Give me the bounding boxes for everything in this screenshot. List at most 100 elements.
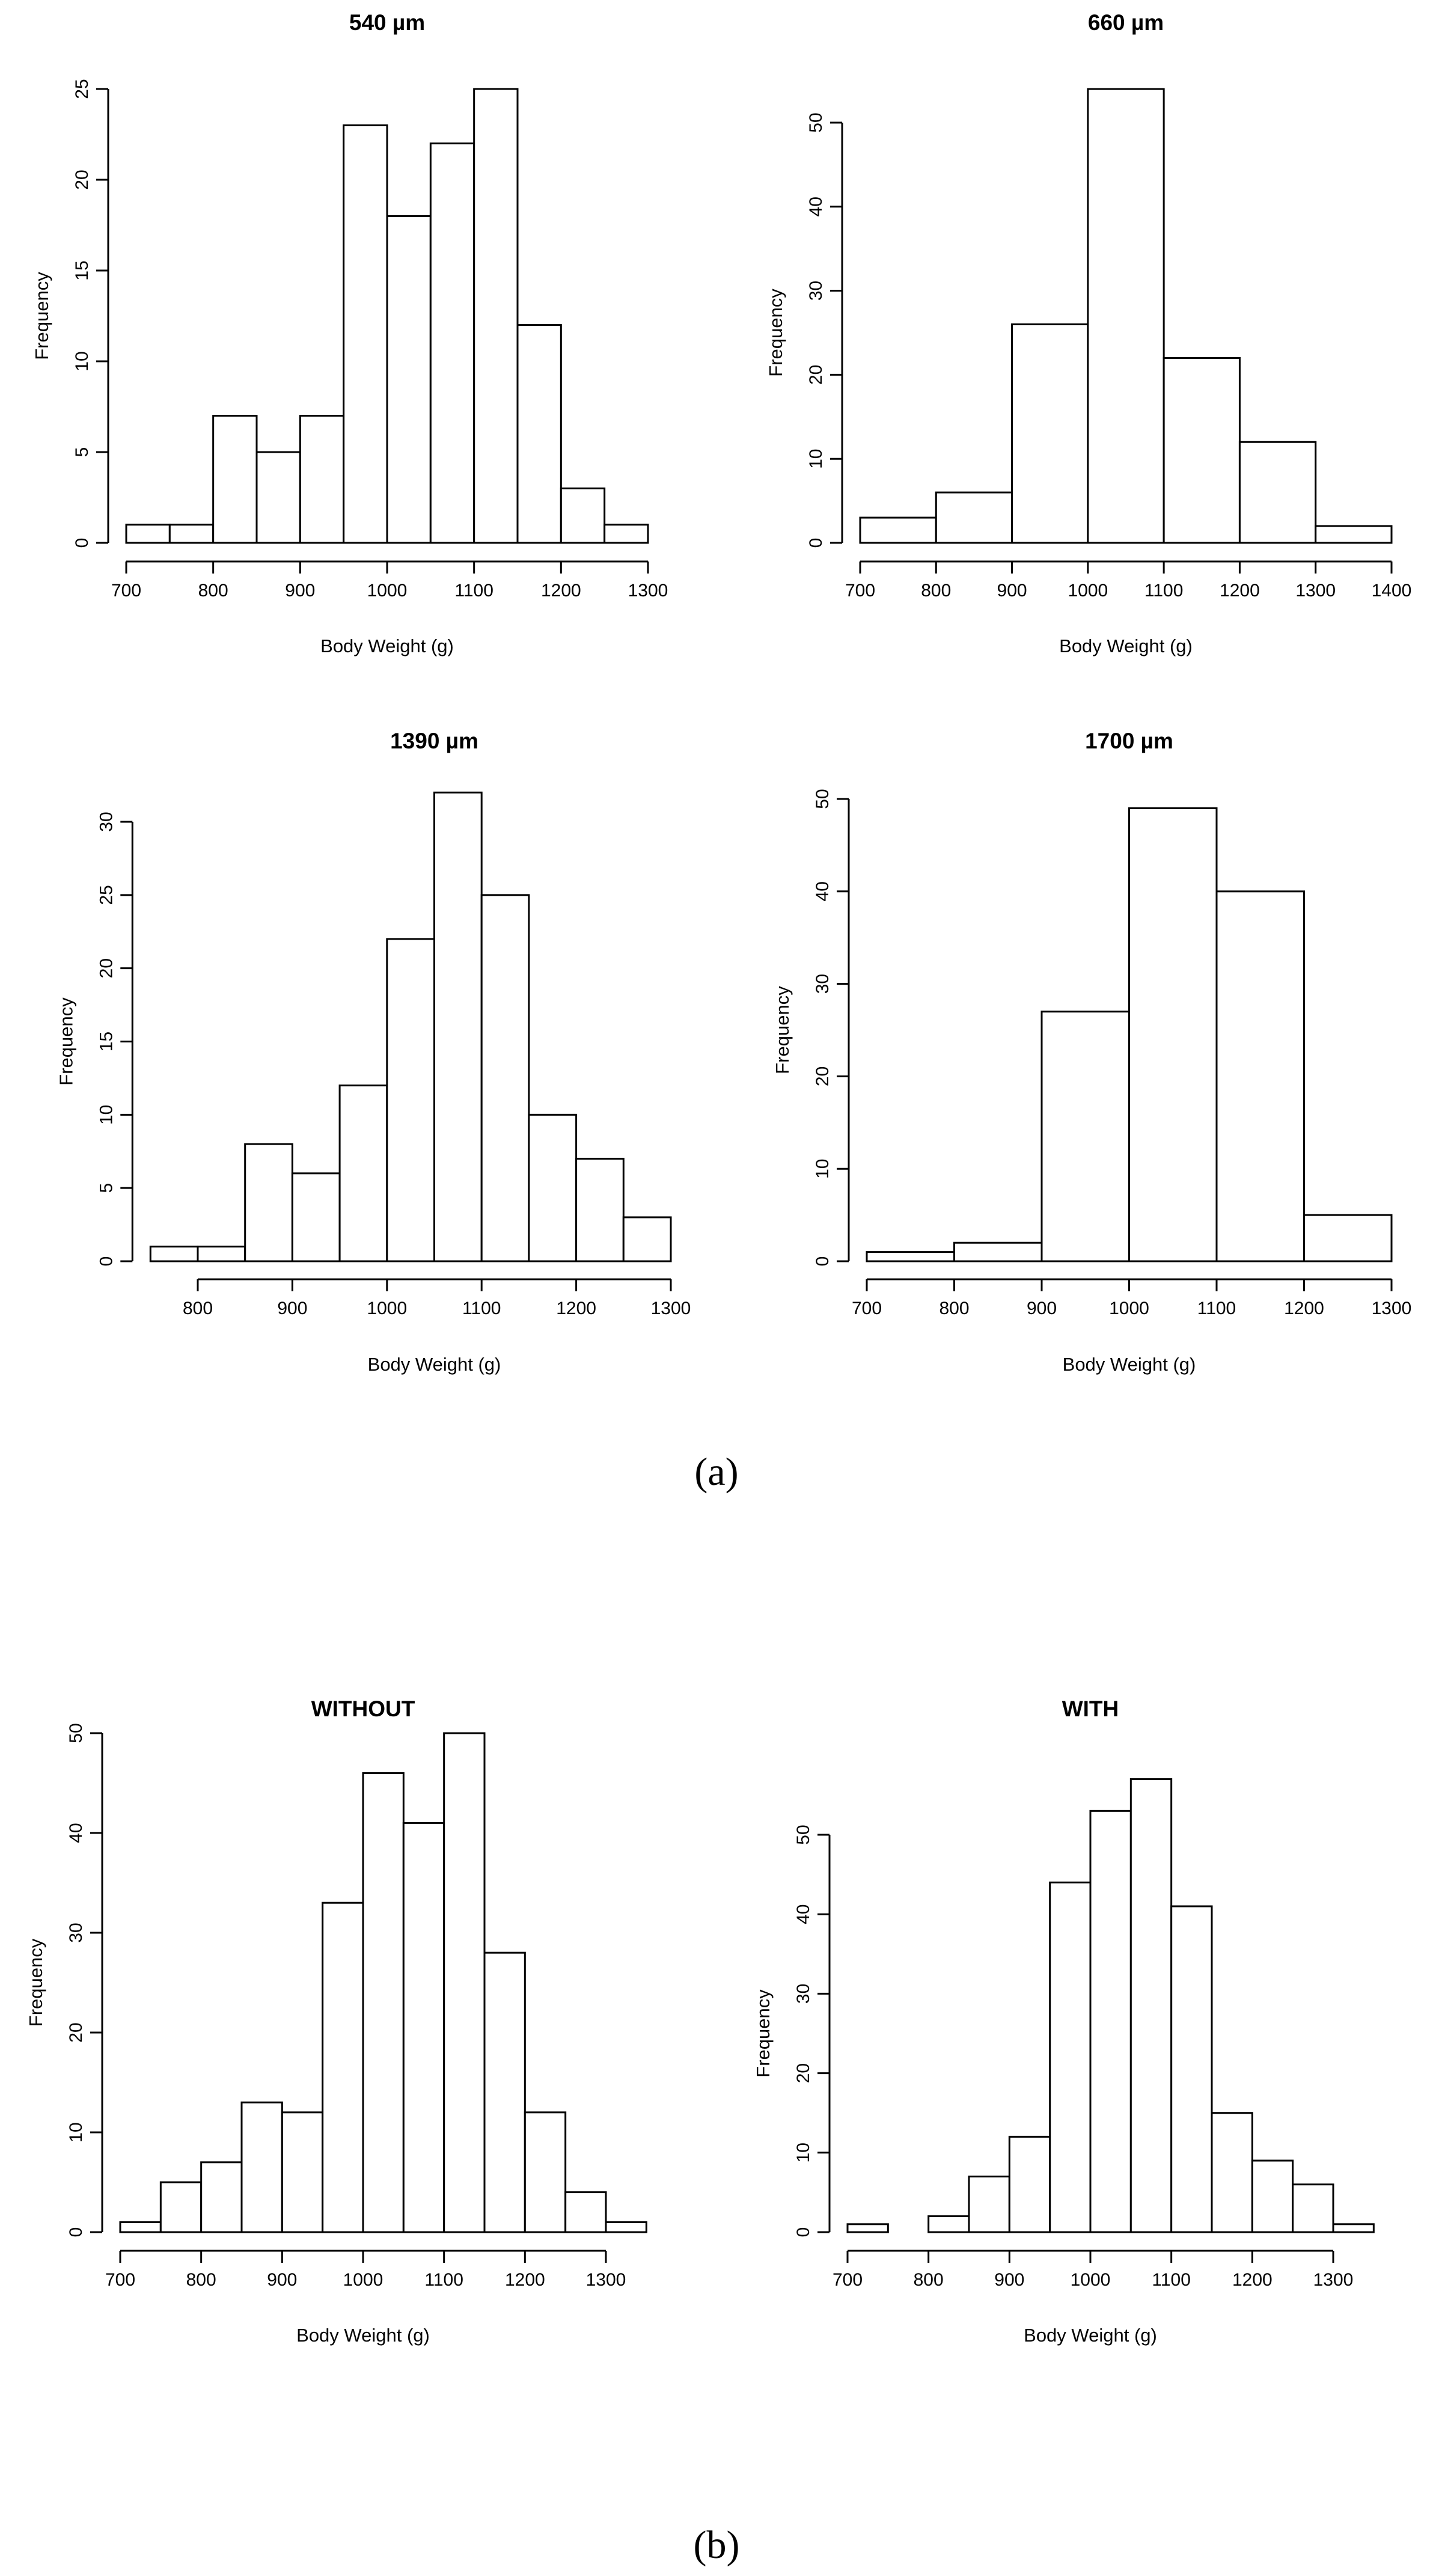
x-tick-label: 700 [833, 2270, 863, 2290]
histogram-540um: 700 800 900 1000 1100 1200 1300 0 5 10 15 20 25 540 µ… [31, 10, 668, 656]
y-tick-label: 0 [806, 538, 826, 548]
histogram-bar [343, 124, 388, 544]
y-tick-label: 20 [813, 1066, 833, 1086]
histogram-660um: 700 800 900 1000 1100 1200 1300 1400 0 10 20 30 40 50… [765, 10, 1411, 656]
histogram-bar [483, 1951, 526, 2233]
y-tick-label: 25 [96, 885, 116, 905]
y-tick-label: 20 [96, 958, 116, 978]
histogram-bar [1011, 323, 1089, 544]
x-tick-label: 800 [914, 2270, 944, 2290]
x-axis-label: Body Weight (g) [296, 2325, 430, 2346]
histogram-bar [244, 1143, 293, 1262]
histogram-bar [240, 2101, 283, 2233]
chart-title: WITH [1062, 1696, 1119, 1721]
histogram-bar [953, 1241, 1043, 1262]
y-tick-label: 0 [793, 2227, 813, 2238]
histogram-bar [299, 415, 345, 544]
y-tick-label: 40 [793, 1904, 813, 1924]
histogram-bar [1303, 1214, 1393, 1262]
histogram-bar [1089, 1810, 1132, 2233]
y-tick-label: 0 [72, 538, 92, 548]
y-tick-label: 5 [72, 447, 92, 457]
histogram-bar [281, 2111, 324, 2233]
histogram-bar [528, 1113, 578, 1262]
x-tick-label: 1300 [586, 2270, 626, 2290]
histogram-bar [1332, 2223, 1375, 2233]
y-axis-label: Frequency [765, 289, 786, 377]
x-tick-label: 700 [111, 581, 141, 601]
x-tick-label: 800 [183, 1299, 213, 1318]
x-tick-label: 1300 [628, 581, 668, 601]
y-tick-label: 40 [806, 197, 826, 216]
x-tick-label: 1300 [1372, 1299, 1412, 1318]
histogram-bar [149, 1246, 199, 1262]
chart-title: 540 µm [349, 10, 425, 35]
panel-label-b: (b) [694, 2523, 740, 2567]
histogram-bar [1211, 2112, 1253, 2233]
histogram-without: 700 800 900 1000 1100 1200 1300 0 10 20 30 40 50 WITH… [25, 1696, 647, 2346]
x-axis-label: Body Weight (g) [1063, 1354, 1196, 1375]
panel-label-a: (a) [694, 1450, 738, 1494]
x-tick-label: 700 [845, 581, 875, 601]
y-tick-label: 10 [72, 351, 92, 371]
x-tick-label: 1100 [454, 581, 493, 601]
x-tick-label: 900 [997, 581, 1027, 601]
y-tick-label: 50 [793, 1825, 813, 1844]
chart-title: WITHOUT [311, 1696, 415, 1721]
x-tick-label: 900 [1027, 1299, 1057, 1318]
x-tick-label: 1200 [1284, 1299, 1324, 1318]
histogram-bar [386, 938, 435, 1262]
histogram-bar [1049, 1881, 1092, 2233]
y-tick-label: 50 [66, 1723, 86, 1743]
histogram-bar [1315, 525, 1393, 544]
histogram-bar [125, 524, 171, 544]
histogram-bar [480, 894, 530, 1262]
x-tick-label: 700 [105, 2270, 135, 2290]
x-axis-label: Body Weight (g) [320, 635, 454, 656]
histogram-bar [1251, 2159, 1294, 2233]
histogram-bar [1129, 1778, 1173, 2233]
y-axis-label: Frequency [55, 997, 76, 1086]
y-axis-label: Frequency [31, 272, 52, 360]
y-axis-label: Frequency [25, 1938, 46, 2027]
histogram-bar [197, 1246, 246, 1262]
histogram-bar [291, 1172, 341, 1262]
y-tick-label: 10 [793, 2143, 813, 2162]
histogram-bar [362, 1772, 405, 2233]
histogram-bar [575, 1157, 625, 1262]
histogram-bar [473, 88, 519, 544]
histogram-bar [927, 2215, 970, 2233]
histogram-1700um: 700 800 900 1000 1100 1200 1300 0 10 20 30 40 50 1700… [772, 729, 1411, 1375]
x-axis-label: Body Weight (g) [1024, 2325, 1157, 2346]
histogram-bar [524, 2111, 567, 2233]
y-tick-label: 10 [806, 449, 826, 469]
y-axis-label: Frequency [753, 1989, 774, 2078]
histogram-bar [846, 2223, 889, 2233]
x-tick-label: 900 [994, 2270, 1024, 2290]
histogram-bar [859, 516, 937, 544]
histogram-bar [935, 491, 1013, 544]
y-tick-label: 40 [813, 881, 833, 901]
histogram-bar [168, 524, 215, 544]
x-tick-label: 1200 [505, 2270, 545, 2290]
x-tick-label: 800 [921, 581, 951, 601]
histogram-bar [560, 487, 606, 544]
y-tick-label: 30 [96, 812, 116, 831]
y-tick-label: 10 [813, 1159, 833, 1179]
histogram-bar [255, 451, 301, 544]
histogram-1390um: 800 900 1000 1100 1200 1300 0 5 10 15 20 25 30 1390 µ… [55, 729, 691, 1375]
y-tick-label: 30 [806, 281, 826, 301]
y-tick-label: 20 [806, 365, 826, 385]
y-tick-label: 20 [66, 2022, 86, 2042]
histogram-bar [866, 1251, 955, 1262]
x-tick-label: 1100 [424, 2270, 463, 2290]
y-tick-label: 50 [813, 789, 833, 809]
histogram-bar [1008, 2135, 1051, 2233]
y-tick-label: 30 [813, 974, 833, 994]
x-tick-label: 900 [267, 2270, 297, 2290]
x-tick-label: 800 [939, 1299, 969, 1318]
x-tick-label: 1000 [1109, 1299, 1149, 1318]
x-tick-label: 1100 [1144, 581, 1184, 601]
x-tick-label: 1000 [343, 2270, 383, 2290]
